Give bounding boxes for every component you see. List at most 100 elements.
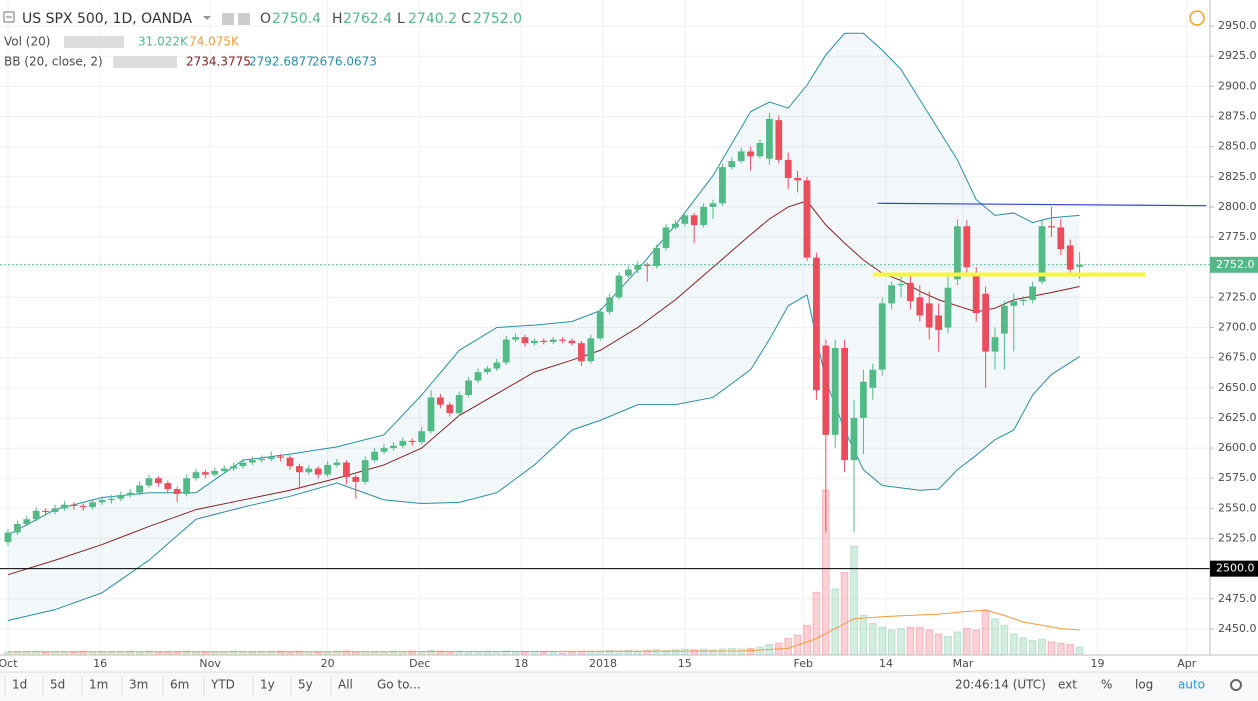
price-label: 2752.0 bbox=[1216, 258, 1255, 271]
x-tick-label: Dec bbox=[409, 657, 430, 670]
range-button[interactable]: YTD bbox=[210, 678, 235, 692]
candle-body bbox=[850, 417, 858, 461]
candle-body bbox=[831, 347, 839, 435]
candle-body bbox=[963, 226, 971, 268]
candle-body bbox=[14, 524, 21, 533]
range-button[interactable]: 5y bbox=[298, 678, 313, 692]
candle-body bbox=[531, 340, 538, 344]
candle-body bbox=[615, 275, 623, 298]
open-value: 2750.4 bbox=[272, 11, 321, 27]
volume-bar bbox=[1056, 642, 1065, 656]
volume-ma bbox=[7, 609, 1080, 653]
volume-bar bbox=[690, 649, 699, 656]
candle-body bbox=[841, 347, 848, 461]
volume-bar bbox=[962, 628, 971, 656]
candle-body bbox=[380, 448, 388, 452]
volume-bar bbox=[1047, 641, 1056, 656]
candle-body bbox=[4, 532, 12, 543]
candle-body bbox=[813, 257, 820, 391]
icon[interactable] bbox=[238, 13, 250, 25]
y-tick-label: 2900.0 bbox=[1218, 79, 1257, 92]
candle-body bbox=[775, 120, 783, 160]
alert-icon[interactable] bbox=[1189, 10, 1205, 26]
bottom-toolbar: Go to... 20:46:14 (UTC) ext % log auto 1… bbox=[0, 671, 1258, 701]
study-icons[interactable] bbox=[113, 56, 177, 68]
volume-bar bbox=[897, 628, 905, 656]
candle-body bbox=[690, 215, 698, 226]
candle-body bbox=[267, 456, 275, 459]
range-button[interactable]: 1m bbox=[89, 678, 108, 692]
range-button[interactable]: All bbox=[338, 678, 353, 692]
x-tick-label: Mar bbox=[953, 657, 974, 670]
candle-body bbox=[596, 311, 604, 339]
clock: 20:46:14 (UTC) bbox=[955, 678, 1046, 692]
candle-body bbox=[672, 223, 679, 228]
y-tick-label: 2650.0 bbox=[1218, 381, 1257, 394]
candle-body bbox=[737, 151, 745, 162]
candle-body bbox=[502, 339, 510, 363]
candle-body bbox=[869, 369, 877, 388]
candle-body bbox=[954, 226, 961, 280]
candle-body bbox=[455, 395, 463, 414]
candle-body bbox=[1038, 226, 1046, 282]
candle-body bbox=[578, 343, 585, 362]
candle-body bbox=[173, 489, 181, 494]
ext-button[interactable]: ext bbox=[1058, 678, 1077, 692]
candle-body bbox=[418, 431, 425, 443]
candle-body bbox=[944, 287, 952, 328]
range-button[interactable]: 1d bbox=[12, 678, 27, 692]
candle-body bbox=[239, 462, 247, 467]
x-tick-label: 16 bbox=[93, 657, 107, 670]
y-tick-label: 2925.0 bbox=[1218, 49, 1257, 62]
goto-button[interactable]: Go to... bbox=[377, 678, 421, 692]
candle-body bbox=[333, 462, 341, 465]
candle-body bbox=[784, 159, 792, 178]
volume-bar bbox=[1009, 633, 1018, 656]
candle-body bbox=[1029, 286, 1037, 300]
symbol-title[interactable]: US SPX 500, 1D, OANDA bbox=[22, 11, 193, 27]
icon[interactable] bbox=[222, 13, 234, 25]
candle-body bbox=[1010, 300, 1018, 306]
candle-body bbox=[343, 462, 350, 478]
bb-study[interactable]: BB (20, close, 2) bbox=[4, 55, 103, 69]
settings-icon[interactable] bbox=[1230, 679, 1242, 691]
candle-body bbox=[258, 458, 266, 461]
candle-body bbox=[126, 492, 134, 496]
candle-body bbox=[916, 297, 924, 316]
band-fill bbox=[7, 33, 1080, 621]
candle-body bbox=[155, 478, 162, 484]
candle-body bbox=[568, 340, 576, 344]
auto-button[interactable]: auto bbox=[1178, 678, 1205, 692]
dropdown-arrow[interactable] bbox=[203, 16, 211, 20]
percent-button[interactable]: % bbox=[1101, 678, 1112, 692]
range-button[interactable]: 6m bbox=[170, 678, 189, 692]
x-tick-label: Oct bbox=[0, 657, 18, 670]
volume-bar bbox=[1066, 643, 1075, 656]
y-tick-label: 2850.0 bbox=[1218, 140, 1257, 153]
candle-body bbox=[484, 368, 491, 373]
candle-body bbox=[230, 466, 237, 469]
log-button[interactable]: log bbox=[1135, 678, 1153, 692]
candle-body bbox=[437, 397, 444, 405]
candle-body bbox=[587, 338, 595, 362]
volume-study[interactable]: Vol (20) bbox=[4, 35, 50, 49]
candle-body bbox=[117, 495, 125, 499]
candle-body bbox=[446, 404, 454, 414]
candle-body bbox=[145, 478, 153, 486]
candle-body bbox=[549, 339, 557, 342]
candle-body bbox=[390, 445, 397, 449]
range-button[interactable]: 1y bbox=[260, 678, 275, 692]
candle-body bbox=[493, 362, 501, 369]
range-button[interactable]: 5d bbox=[50, 678, 65, 692]
candle-body bbox=[982, 293, 990, 352]
volume-bar bbox=[925, 629, 934, 656]
range-button[interactable]: 3m bbox=[129, 678, 148, 692]
collapse-icon[interactable] bbox=[3, 11, 15, 23]
y-tick-label: 2600.0 bbox=[1218, 441, 1257, 454]
candle-body bbox=[32, 510, 40, 520]
candle-body bbox=[1066, 245, 1074, 270]
x-tick-label: 19 bbox=[1090, 657, 1104, 670]
study-icons[interactable] bbox=[64, 36, 124, 48]
candle-body bbox=[408, 440, 416, 443]
candle-body bbox=[681, 215, 689, 224]
